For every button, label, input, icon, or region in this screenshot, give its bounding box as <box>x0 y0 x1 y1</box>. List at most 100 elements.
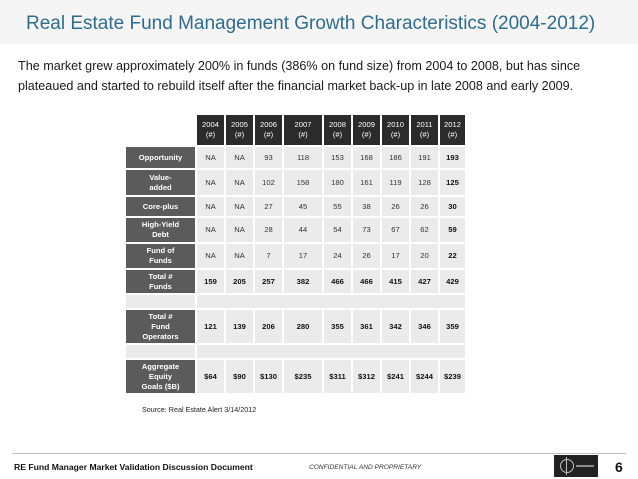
table-cell: 206 <box>255 310 282 343</box>
table-cell: 361 <box>353 310 380 343</box>
company-logo <box>554 455 598 477</box>
table-cell: 93 <box>255 147 282 168</box>
footer-confidential-label: CONFIDENTIAL AND PROPRIETARY <box>309 464 422 471</box>
table-cell: 466 <box>324 270 351 293</box>
header-year: 2009 <box>358 120 375 129</box>
table-cell: 45 <box>284 197 322 216</box>
table-cell: $241 <box>382 360 409 393</box>
footer-divider <box>12 453 626 454</box>
table-cell: $64 <box>197 360 224 393</box>
page-title: Real Estate Fund Management Growth Chara… <box>26 13 596 34</box>
table-cell: 20 <box>411 244 438 268</box>
table-cell: 44 <box>284 218 322 242</box>
header-unit: (#) <box>263 130 274 139</box>
column-header: 2012 (#) <box>440 115 465 145</box>
table-cell: 26 <box>411 197 438 216</box>
header-year: 2012 <box>444 120 461 129</box>
table-cell: 54 <box>324 218 351 242</box>
table-cell: 73 <box>353 218 380 242</box>
table-cell: 355 <box>324 310 351 343</box>
column-header: 2009 (#) <box>353 115 380 145</box>
table-cell: NA <box>197 170 224 195</box>
row-label-core-plus: Core-plus <box>126 197 195 216</box>
table-cell: 415 <box>382 270 409 293</box>
table-row: Total # Funds 159 205 257 382 466 466 41… <box>126 270 465 293</box>
table-cell: 168 <box>353 147 380 168</box>
table-cell: 257 <box>255 270 282 293</box>
table-cell: NA <box>226 218 253 242</box>
table-cell: 359 <box>440 310 465 343</box>
table-cell: 30 <box>440 197 465 216</box>
row-label-total-fund-operators: Total # Fund Operators <box>126 310 195 343</box>
table-cell: 27 <box>255 197 282 216</box>
table-cell: $311 <box>324 360 351 393</box>
table-cell: 121 <box>197 310 224 343</box>
table-row: Total # Fund Operators 121 139 206 280 3… <box>126 310 465 343</box>
table-cell: 17 <box>382 244 409 268</box>
column-header: 2007 (#) <box>284 115 322 145</box>
table-cell: 102 <box>255 170 282 195</box>
gap-cell <box>126 345 195 358</box>
table-cell: 28 <box>255 218 282 242</box>
header-unit: (#) <box>447 130 458 139</box>
table-gap-row <box>126 295 465 308</box>
table-cell: NA <box>197 197 224 216</box>
growth-table: 2004 (#) 2005 (#) 2006 (#) 2007 (#) 2008 (#) … <box>124 113 467 395</box>
table-cell: $130 <box>255 360 282 393</box>
source-note: Source: Real Estate Alert 3/14/2012 <box>142 405 257 414</box>
table-cell: $312 <box>353 360 380 393</box>
table-cell: $244 <box>411 360 438 393</box>
gap-cell <box>197 295 465 308</box>
header-year: 2010 <box>387 120 404 129</box>
logo-mark-icon <box>560 457 574 475</box>
table-cell: $90 <box>226 360 253 393</box>
table-cell: 186 <box>382 147 409 168</box>
table-cell: 7 <box>255 244 282 268</box>
row-label-value-added: Value- added <box>126 170 195 195</box>
table-cell: 118 <box>284 147 322 168</box>
table-cell: 62 <box>411 218 438 242</box>
table-cell: NA <box>197 147 224 168</box>
header-unit: (#) <box>419 130 430 139</box>
row-label-high-yield-debt: High-Yield Debt <box>126 218 195 242</box>
table-cell: 22 <box>440 244 465 268</box>
table-cell: $239 <box>440 360 465 393</box>
table-cell: 161 <box>353 170 380 195</box>
table-cell: NA <box>226 197 253 216</box>
page-number: 6 <box>615 459 623 475</box>
header-unit: (#) <box>234 130 245 139</box>
logo-bar <box>576 465 594 467</box>
header-year: 2006 <box>260 120 277 129</box>
header-unit: (#) <box>390 130 401 139</box>
column-header: 2005 (#) <box>226 115 253 145</box>
table-cell: 382 <box>284 270 322 293</box>
header-unit: (#) <box>205 130 216 139</box>
row-label-total-funds: Total # Funds <box>126 270 195 293</box>
column-header: 2004 (#) <box>197 115 224 145</box>
table-cell: NA <box>197 218 224 242</box>
table-cell: 159 <box>197 270 224 293</box>
table-row: Value- added NA NA 102 158 180 161 119 1… <box>126 170 465 195</box>
table-cell: 55 <box>324 197 351 216</box>
row-label-fund-of-funds: Fund of Funds <box>126 244 195 268</box>
row-label-opportunity: Opportunity <box>126 147 195 168</box>
table-cell: 342 <box>382 310 409 343</box>
table-cell: 128 <box>411 170 438 195</box>
table-row: Opportunity NA NA 93 118 153 168 186 191… <box>126 147 465 168</box>
table-cell: 17 <box>284 244 322 268</box>
header-year: 2008 <box>329 120 346 129</box>
table-cell: 346 <box>411 310 438 343</box>
column-header: 2008 (#) <box>324 115 351 145</box>
footer-document-title: RE Fund Manager Market Validation Discus… <box>14 462 253 472</box>
summary-text: The market grew approximately 200% in fu… <box>18 59 581 93</box>
table-cell: 67 <box>382 218 409 242</box>
table-corner <box>126 115 195 145</box>
table-header-row: 2004 (#) 2005 (#) 2006 (#) 2007 (#) 2008 (#) … <box>126 115 465 145</box>
table-cell: 139 <box>226 310 253 343</box>
gap-cell <box>197 345 465 358</box>
table-cell: NA <box>226 244 253 268</box>
table-cell: NA <box>197 244 224 268</box>
table-gap-row <box>126 345 465 358</box>
table-cell: 191 <box>411 147 438 168</box>
table-cell: 158 <box>284 170 322 195</box>
